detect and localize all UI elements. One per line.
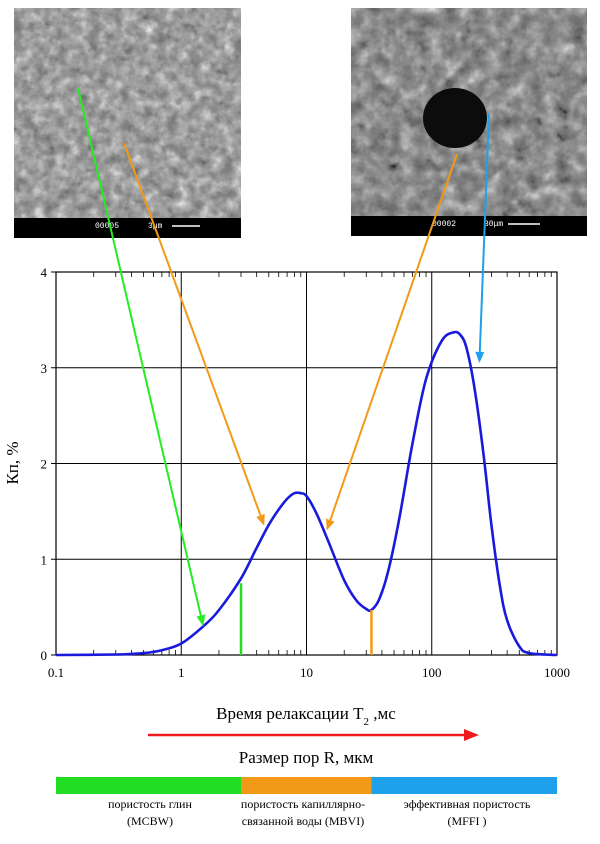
pore-size-label: Размер пор R, мкм bbox=[239, 748, 374, 767]
series-line-t2-distribution bbox=[55, 330, 558, 657]
pointer-arrow-head bbox=[196, 614, 206, 627]
x-axis-ticks: 0.1 1 10 100 1000 bbox=[48, 272, 570, 680]
legend-label-mffi: эффективная пористость (MFFI ) bbox=[382, 796, 552, 830]
y-tick-label: 0 bbox=[41, 648, 48, 663]
sem-image-left: 00005 3μm bbox=[14, 8, 241, 238]
pore-size-arrow bbox=[148, 729, 479, 741]
legend-label-mbvi: пористость капиллярно- связанной воды (M… bbox=[228, 796, 378, 830]
y-tick-label: 2 bbox=[41, 457, 48, 472]
cutoff-lines bbox=[239, 583, 373, 655]
pointer-arrow-head bbox=[326, 518, 335, 531]
y-axis-label: Кп, % bbox=[3, 441, 22, 484]
legend-bar-mcbw bbox=[56, 777, 242, 794]
legend-mcbw-line1: пористость глин bbox=[108, 797, 192, 811]
legend-bar-mffi bbox=[371, 777, 557, 794]
legend-label-mcbw: пористость глин (MCBW) bbox=[60, 796, 240, 830]
legend-mcbw-line2: (MCBW) bbox=[127, 814, 173, 828]
x-axis-label: Время релаксации Т2 ,мс bbox=[216, 704, 396, 728]
y-tick-label: 4 bbox=[41, 265, 48, 280]
legend-mffi-line1: эффективная пористость bbox=[403, 797, 531, 811]
pointer-arrow-line bbox=[77, 87, 202, 616]
pointer-arrow-line bbox=[329, 153, 458, 521]
x-tick-label: 0.1 bbox=[48, 665, 64, 680]
legend-mbvi-line2: связанной воды (MBVI) bbox=[241, 814, 365, 828]
y-tick-label: 1 bbox=[41, 552, 48, 567]
x-tick-label: 1 bbox=[178, 665, 185, 680]
y-axis-ticks: 0 1 2 3 4 bbox=[41, 265, 56, 663]
porosity-legend-bar bbox=[56, 777, 557, 794]
sem-left-id-label: 00005 bbox=[95, 222, 119, 231]
pointer-arrow-line bbox=[123, 142, 262, 516]
legend-bar-mbvi bbox=[241, 777, 372, 794]
sem-pore bbox=[423, 88, 487, 148]
grid-lines bbox=[56, 272, 557, 655]
pointer-arrows bbox=[77, 87, 490, 627]
sem-image-right: 00002 30μm bbox=[351, 8, 587, 236]
legend-mbvi-line1: пористость капиллярно- bbox=[240, 797, 366, 811]
sem-right-id-label: 00002 bbox=[432, 220, 456, 229]
pointer-arrow-head bbox=[256, 513, 265, 526]
x-tick-label: 1000 bbox=[544, 665, 570, 680]
pointer-arrow-line bbox=[478, 113, 490, 353]
legend-mffi-line2: (MFFI ) bbox=[447, 814, 487, 828]
x-tick-label: 10 bbox=[300, 665, 313, 680]
pointer-arrow-head bbox=[475, 351, 485, 363]
sem-right-scale-label: 30μm bbox=[484, 220, 503, 229]
x-tick-label: 100 bbox=[422, 665, 442, 680]
y-tick-label: 3 bbox=[41, 361, 48, 376]
